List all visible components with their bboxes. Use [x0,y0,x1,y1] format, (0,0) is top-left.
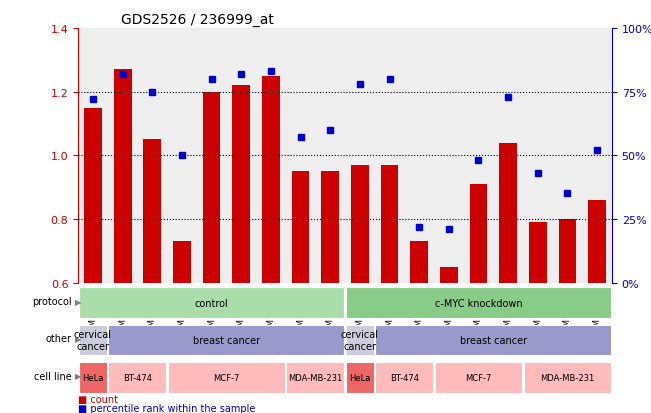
Text: ■ count: ■ count [78,394,118,404]
FancyBboxPatch shape [346,287,611,318]
Bar [202,93,221,283]
Bar [469,185,488,283]
Text: cell line: cell line [34,371,72,381]
Text: protocol: protocol [32,297,72,306]
Text: GDS2526 / 236999_at: GDS2526 / 236999_at [121,12,273,26]
Bar [529,223,547,283]
FancyBboxPatch shape [108,362,167,393]
Bar [322,172,339,283]
Text: other: other [46,334,72,344]
Text: MDA-MB-231: MDA-MB-231 [540,373,594,382]
FancyBboxPatch shape [79,287,344,318]
Text: cervical
cancer: cervical cancer [341,329,379,351]
Bar [351,165,368,283]
Bar [292,172,309,283]
Bar [173,242,191,283]
Text: breast cancer: breast cancer [193,335,260,345]
FancyBboxPatch shape [375,325,611,356]
FancyBboxPatch shape [346,362,374,393]
Bar [499,143,517,283]
Bar [410,242,428,283]
Bar [440,267,458,283]
Text: ▶: ▶ [75,297,81,306]
FancyBboxPatch shape [108,325,344,356]
FancyBboxPatch shape [79,362,107,393]
Text: MDA-MB-231: MDA-MB-231 [288,373,342,382]
Text: MCF-7: MCF-7 [465,373,492,382]
Text: BT-474: BT-474 [390,373,419,382]
Bar [143,140,161,283]
Bar [84,108,102,283]
Text: MCF-7: MCF-7 [214,373,240,382]
FancyBboxPatch shape [346,325,374,356]
Bar [262,76,280,283]
Text: BT-474: BT-474 [123,373,152,382]
Bar [381,165,398,283]
Text: ▶: ▶ [75,371,81,380]
Text: ■ percentile rank within the sample: ■ percentile rank within the sample [78,403,255,413]
Bar [232,86,250,283]
FancyBboxPatch shape [435,362,522,393]
FancyBboxPatch shape [523,362,611,393]
Text: HeLa: HeLa [349,373,370,382]
FancyBboxPatch shape [375,362,434,393]
FancyBboxPatch shape [79,325,107,356]
Bar [589,200,606,283]
Text: breast cancer: breast cancer [460,335,527,345]
Text: HeLa: HeLa [82,373,104,382]
FancyBboxPatch shape [286,362,344,393]
Bar [114,70,132,283]
FancyBboxPatch shape [168,362,285,393]
Text: control: control [195,298,229,308]
Text: ▶: ▶ [75,334,81,343]
Text: c-MYC knockdown: c-MYC knockdown [435,298,522,308]
Bar [559,219,576,283]
Text: cervical
cancer: cervical cancer [74,329,112,351]
